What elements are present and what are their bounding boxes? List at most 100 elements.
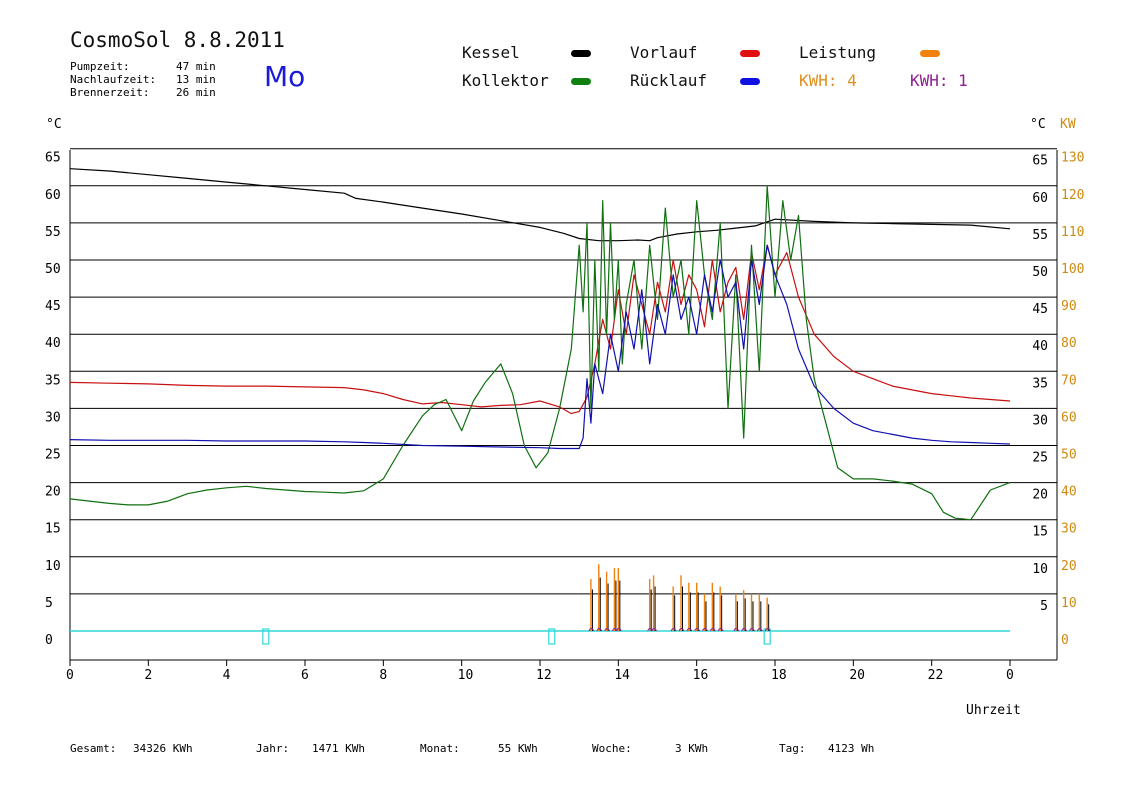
y-tick-label-kw: 30 bbox=[1061, 522, 1077, 537]
y-tick-label-right: 20 bbox=[1032, 488, 1048, 503]
stat-value-nachlaufzeit: 13 min bbox=[176, 73, 216, 86]
y-tick-label-left: 25 bbox=[45, 448, 61, 463]
legend-swatch-kollektor bbox=[571, 78, 591, 85]
power-spike-kwh bbox=[749, 628, 755, 632]
y-tick-label-left: 60 bbox=[45, 188, 61, 203]
stat-label-pumpzeit: Pumpzeit: bbox=[70, 60, 130, 73]
y-tick-label-right: 50 bbox=[1032, 265, 1048, 280]
stat-label-nachlaufzeit: Nachlaufzeit: bbox=[70, 73, 157, 86]
y-tick-label-left: 55 bbox=[45, 225, 61, 240]
power-spike-kwh bbox=[588, 628, 595, 632]
power-spike-kwh bbox=[596, 628, 603, 632]
x-axis-label: Uhrzeit bbox=[966, 703, 1021, 718]
y-tick-label-left: 10 bbox=[45, 559, 61, 574]
power-spike-kwh bbox=[741, 628, 748, 632]
x-tick-label: 14 bbox=[614, 668, 630, 683]
power-spike-kwh bbox=[604, 628, 611, 632]
power-spike-kwh bbox=[709, 628, 716, 632]
y-tick-label-right: 5 bbox=[1040, 599, 1048, 614]
y-tick-label-left: 35 bbox=[45, 373, 61, 388]
baseline-marker bbox=[262, 628, 270, 645]
power-spike-kwh bbox=[764, 628, 771, 632]
legend-label-ruecklauf: Rücklauf bbox=[630, 71, 708, 90]
legend-swatch-leistung bbox=[920, 50, 940, 57]
y-tick-label-kw: 80 bbox=[1061, 336, 1077, 351]
footer-value-woche: 3 KWh bbox=[675, 742, 709, 755]
y-tick-label-right: 60 bbox=[1032, 191, 1048, 206]
power-spike-kwh bbox=[733, 628, 740, 632]
stat-value-brennerzeit: 26 min bbox=[176, 86, 216, 99]
y-tick-label-right: 25 bbox=[1032, 451, 1048, 466]
power-spike-kwh bbox=[670, 628, 677, 632]
x-tick-label: 4 bbox=[223, 668, 231, 683]
y-tick-label-left: 65 bbox=[45, 151, 61, 166]
y-tick-label-kw: 20 bbox=[1061, 559, 1077, 574]
y-tick-label-kw: 110 bbox=[1061, 225, 1084, 240]
x-tick-label: 18 bbox=[771, 668, 787, 683]
y-tick-label-right: 15 bbox=[1032, 525, 1048, 540]
x-tick-label: 8 bbox=[379, 668, 387, 683]
x-tick-label: 16 bbox=[693, 668, 709, 683]
y-tick-label-kw: 90 bbox=[1061, 299, 1077, 314]
legend-label-leistung: Leistung bbox=[799, 43, 877, 62]
weekday-label: Mo bbox=[264, 60, 306, 93]
series-line-kessel bbox=[69, 168, 1011, 242]
stat-value-pumpzeit: 47 min bbox=[176, 60, 216, 73]
x-tick-label: 2 bbox=[144, 668, 152, 683]
y-tick-label-kw: 60 bbox=[1061, 410, 1077, 425]
y-tick-label-left: 0 bbox=[45, 633, 53, 648]
y-tick-label-right: 45 bbox=[1032, 302, 1048, 317]
x-tick-label: 12 bbox=[536, 668, 552, 683]
y-axis-unit-left: °C bbox=[46, 117, 62, 132]
y-tick-label-kw: 120 bbox=[1061, 188, 1084, 203]
y-tick-label-right: 10 bbox=[1032, 562, 1048, 577]
power-spike-kwh bbox=[702, 628, 708, 632]
legend-label-kwh-4: KWH: 4 bbox=[799, 71, 857, 90]
y-tick-label-left: 40 bbox=[45, 336, 61, 351]
legend-label-kollektor: Kollektor bbox=[462, 71, 549, 90]
legend-label-vorlauf: Vorlauf bbox=[630, 43, 698, 62]
x-tick-label: 10 bbox=[458, 668, 474, 683]
power-spike-kwh bbox=[694, 628, 701, 632]
footer-value-monat: 55 KWh bbox=[498, 742, 538, 755]
y-tick-label-right: 30 bbox=[1032, 413, 1048, 428]
series-line-kollektor bbox=[69, 185, 1011, 521]
chart-title: CosmoSol 8.8.2011 bbox=[70, 28, 285, 52]
y-tick-label-left: 5 bbox=[45, 596, 53, 611]
legend-swatch-kessel bbox=[571, 50, 591, 57]
baseline-marker bbox=[548, 628, 556, 645]
power-spike-kwh bbox=[686, 628, 693, 632]
footer-label-monat: Monat: bbox=[420, 742, 460, 755]
y-tick-label-left: 20 bbox=[45, 485, 61, 500]
x-tick-label: 6 bbox=[301, 668, 309, 683]
series-line-vorlauf bbox=[69, 244, 1011, 415]
x-tick-label: 22 bbox=[928, 668, 944, 683]
x-tick-label: 20 bbox=[849, 668, 865, 683]
y-tick-label-right: 65 bbox=[1032, 154, 1048, 169]
footer-value-gesamt: 34326 KWh bbox=[133, 742, 193, 755]
y-tick-label-kw: 0 bbox=[1061, 633, 1069, 648]
y-tick-label-left: 50 bbox=[45, 262, 61, 277]
legend-swatch-vorlauf bbox=[740, 50, 760, 57]
y-axis-unit-kw: KW bbox=[1060, 117, 1076, 132]
power-spike-kwh bbox=[615, 628, 622, 632]
x-tick-label: 0 bbox=[66, 668, 74, 683]
y-tick-label-right: 40 bbox=[1032, 339, 1048, 354]
power-spike-kwh bbox=[651, 628, 658, 632]
y-tick-label-left: 30 bbox=[45, 410, 61, 425]
y-tick-label-kw: 100 bbox=[1061, 262, 1084, 277]
y-tick-label-left: 15 bbox=[45, 522, 61, 537]
y-tick-label-right: 35 bbox=[1032, 376, 1048, 391]
power-spike-kwh bbox=[678, 628, 685, 632]
footer-label-jahr: Jahr: bbox=[256, 742, 290, 755]
footer-value-tag: 4123 Wh bbox=[828, 742, 875, 755]
y-tick-label-left: 45 bbox=[45, 299, 61, 314]
legend-swatch-ruecklauf bbox=[740, 78, 760, 85]
y-tick-label-kw: 50 bbox=[1061, 448, 1077, 463]
x-tick-label: 0 bbox=[1006, 668, 1014, 683]
footer-value-jahr: 1471 KWh bbox=[312, 742, 365, 755]
stat-label-brennerzeit: Brennerzeit: bbox=[70, 86, 150, 99]
legend-label-kwh-1: KWH: 1 bbox=[910, 71, 968, 90]
power-spike-kwh bbox=[756, 628, 763, 632]
